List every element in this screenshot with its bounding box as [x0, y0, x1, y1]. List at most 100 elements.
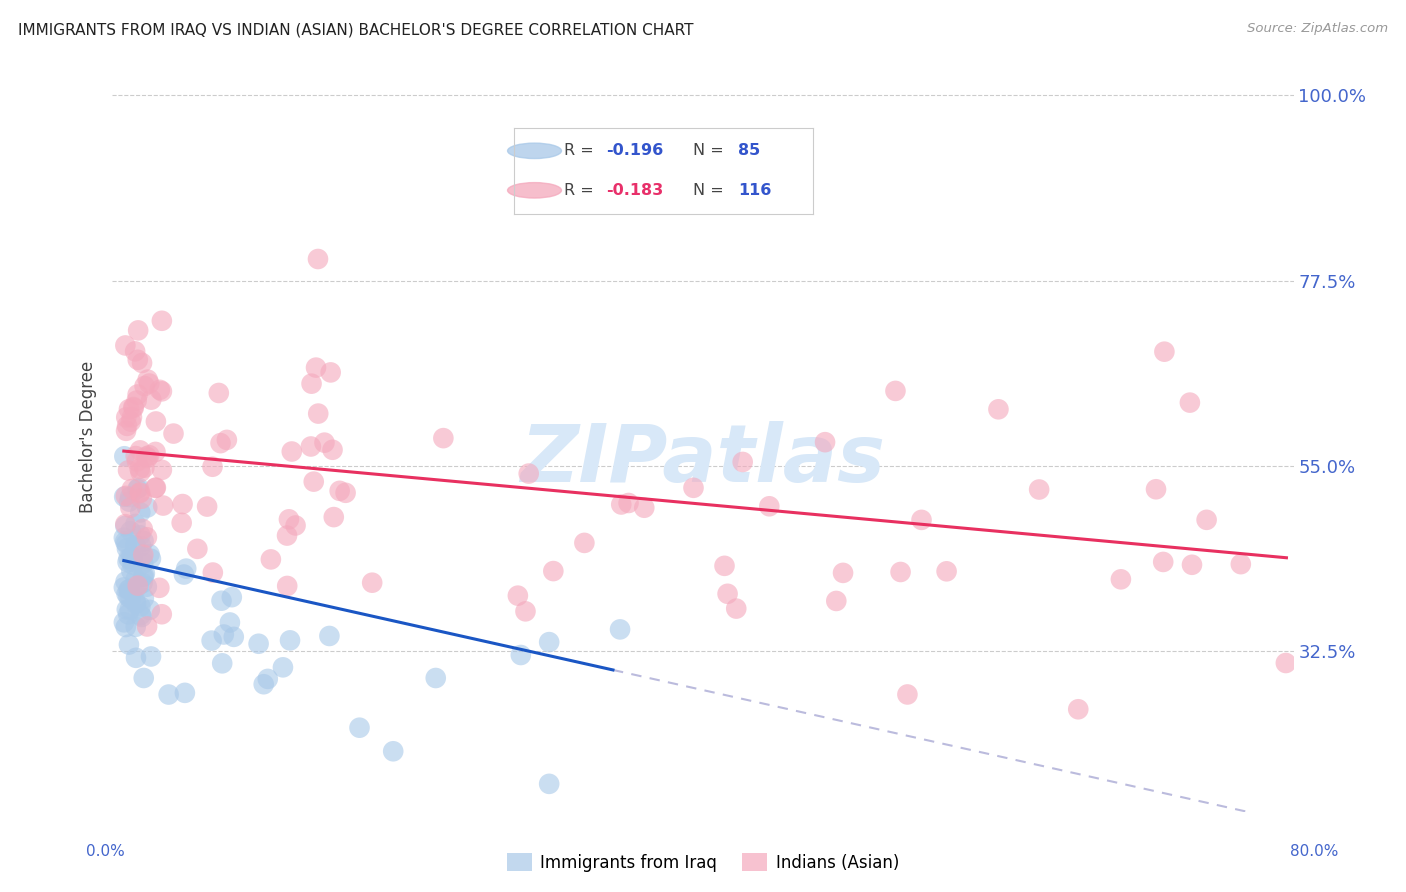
Point	[208, 386, 231, 401]
Point	[114, 517, 136, 532]
Point	[127, 579, 149, 593]
Text: N =: N =	[693, 183, 730, 198]
Point	[276, 528, 298, 542]
Circle shape	[508, 183, 561, 198]
Point	[112, 615, 135, 630]
Point	[120, 549, 142, 564]
Point	[124, 344, 146, 359]
Point	[633, 500, 655, 515]
Point	[120, 591, 142, 606]
Y-axis label: Bachelor's Degree: Bachelor's Degree	[79, 361, 97, 513]
Point	[128, 461, 150, 475]
Text: 0.0%: 0.0%	[86, 845, 125, 859]
Point	[138, 448, 160, 462]
Text: N =: N =	[693, 144, 730, 158]
Point	[319, 365, 342, 379]
Point	[128, 481, 150, 495]
Point	[716, 587, 738, 601]
Point	[125, 572, 148, 586]
Point	[131, 356, 153, 370]
Point	[120, 524, 142, 538]
Point	[127, 482, 149, 496]
Point	[139, 551, 162, 566]
Point	[114, 338, 136, 352]
Point	[112, 580, 135, 594]
Point	[131, 549, 153, 564]
Point	[128, 578, 150, 592]
Point	[121, 551, 143, 566]
Point	[150, 384, 173, 399]
Point	[713, 558, 735, 573]
Point	[610, 498, 633, 512]
Point	[132, 533, 155, 548]
Point	[1144, 482, 1167, 496]
Point	[112, 531, 135, 545]
Text: Source: ZipAtlas.com: Source: ZipAtlas.com	[1247, 22, 1388, 36]
Point	[890, 565, 912, 579]
Point	[382, 744, 405, 758]
Point	[138, 547, 160, 561]
Point	[1275, 656, 1298, 670]
Point	[517, 467, 540, 481]
Point	[115, 410, 138, 425]
Point	[134, 460, 156, 475]
Point	[138, 376, 160, 391]
Point	[432, 431, 454, 445]
Point	[118, 582, 141, 597]
Point	[186, 541, 208, 556]
Text: 85: 85	[738, 144, 761, 158]
Point	[174, 561, 197, 575]
Point	[935, 564, 957, 578]
Point	[128, 486, 150, 500]
Point	[122, 400, 145, 414]
Point	[121, 482, 143, 496]
Text: -0.196: -0.196	[606, 144, 664, 158]
Point	[136, 619, 159, 633]
Point	[118, 638, 141, 652]
Point	[349, 721, 371, 735]
Point	[425, 671, 447, 685]
Point	[253, 677, 276, 691]
Point	[125, 597, 148, 611]
Point	[117, 551, 139, 566]
Text: ZIPatlas: ZIPatlas	[520, 420, 886, 499]
Point	[307, 407, 329, 421]
Point	[129, 485, 152, 500]
Point	[195, 500, 218, 514]
Point	[117, 463, 139, 477]
Point	[281, 444, 304, 458]
Point	[129, 539, 152, 553]
Point	[124, 594, 146, 608]
Point	[125, 393, 148, 408]
Point	[121, 555, 143, 569]
Point	[114, 519, 136, 533]
Point	[129, 505, 152, 519]
Point	[145, 445, 167, 459]
Point	[221, 590, 243, 604]
Point	[122, 401, 145, 415]
Point	[157, 688, 180, 702]
Point	[278, 512, 301, 526]
Point	[910, 513, 932, 527]
Point	[1067, 702, 1090, 716]
Point	[574, 536, 596, 550]
Point	[129, 443, 152, 458]
Point	[139, 649, 162, 664]
Point	[538, 635, 561, 649]
Point	[318, 629, 340, 643]
Point	[1028, 483, 1050, 497]
Point	[125, 650, 148, 665]
Point	[132, 522, 155, 536]
Point	[136, 373, 159, 387]
Point	[211, 657, 233, 671]
Point	[1195, 513, 1218, 527]
Point	[150, 607, 173, 622]
Point	[131, 576, 153, 591]
Point	[114, 534, 136, 549]
Point	[299, 440, 322, 454]
Point	[145, 415, 167, 429]
Point	[134, 566, 156, 581]
Point	[201, 633, 224, 648]
Point	[129, 528, 152, 542]
Point	[515, 604, 537, 618]
